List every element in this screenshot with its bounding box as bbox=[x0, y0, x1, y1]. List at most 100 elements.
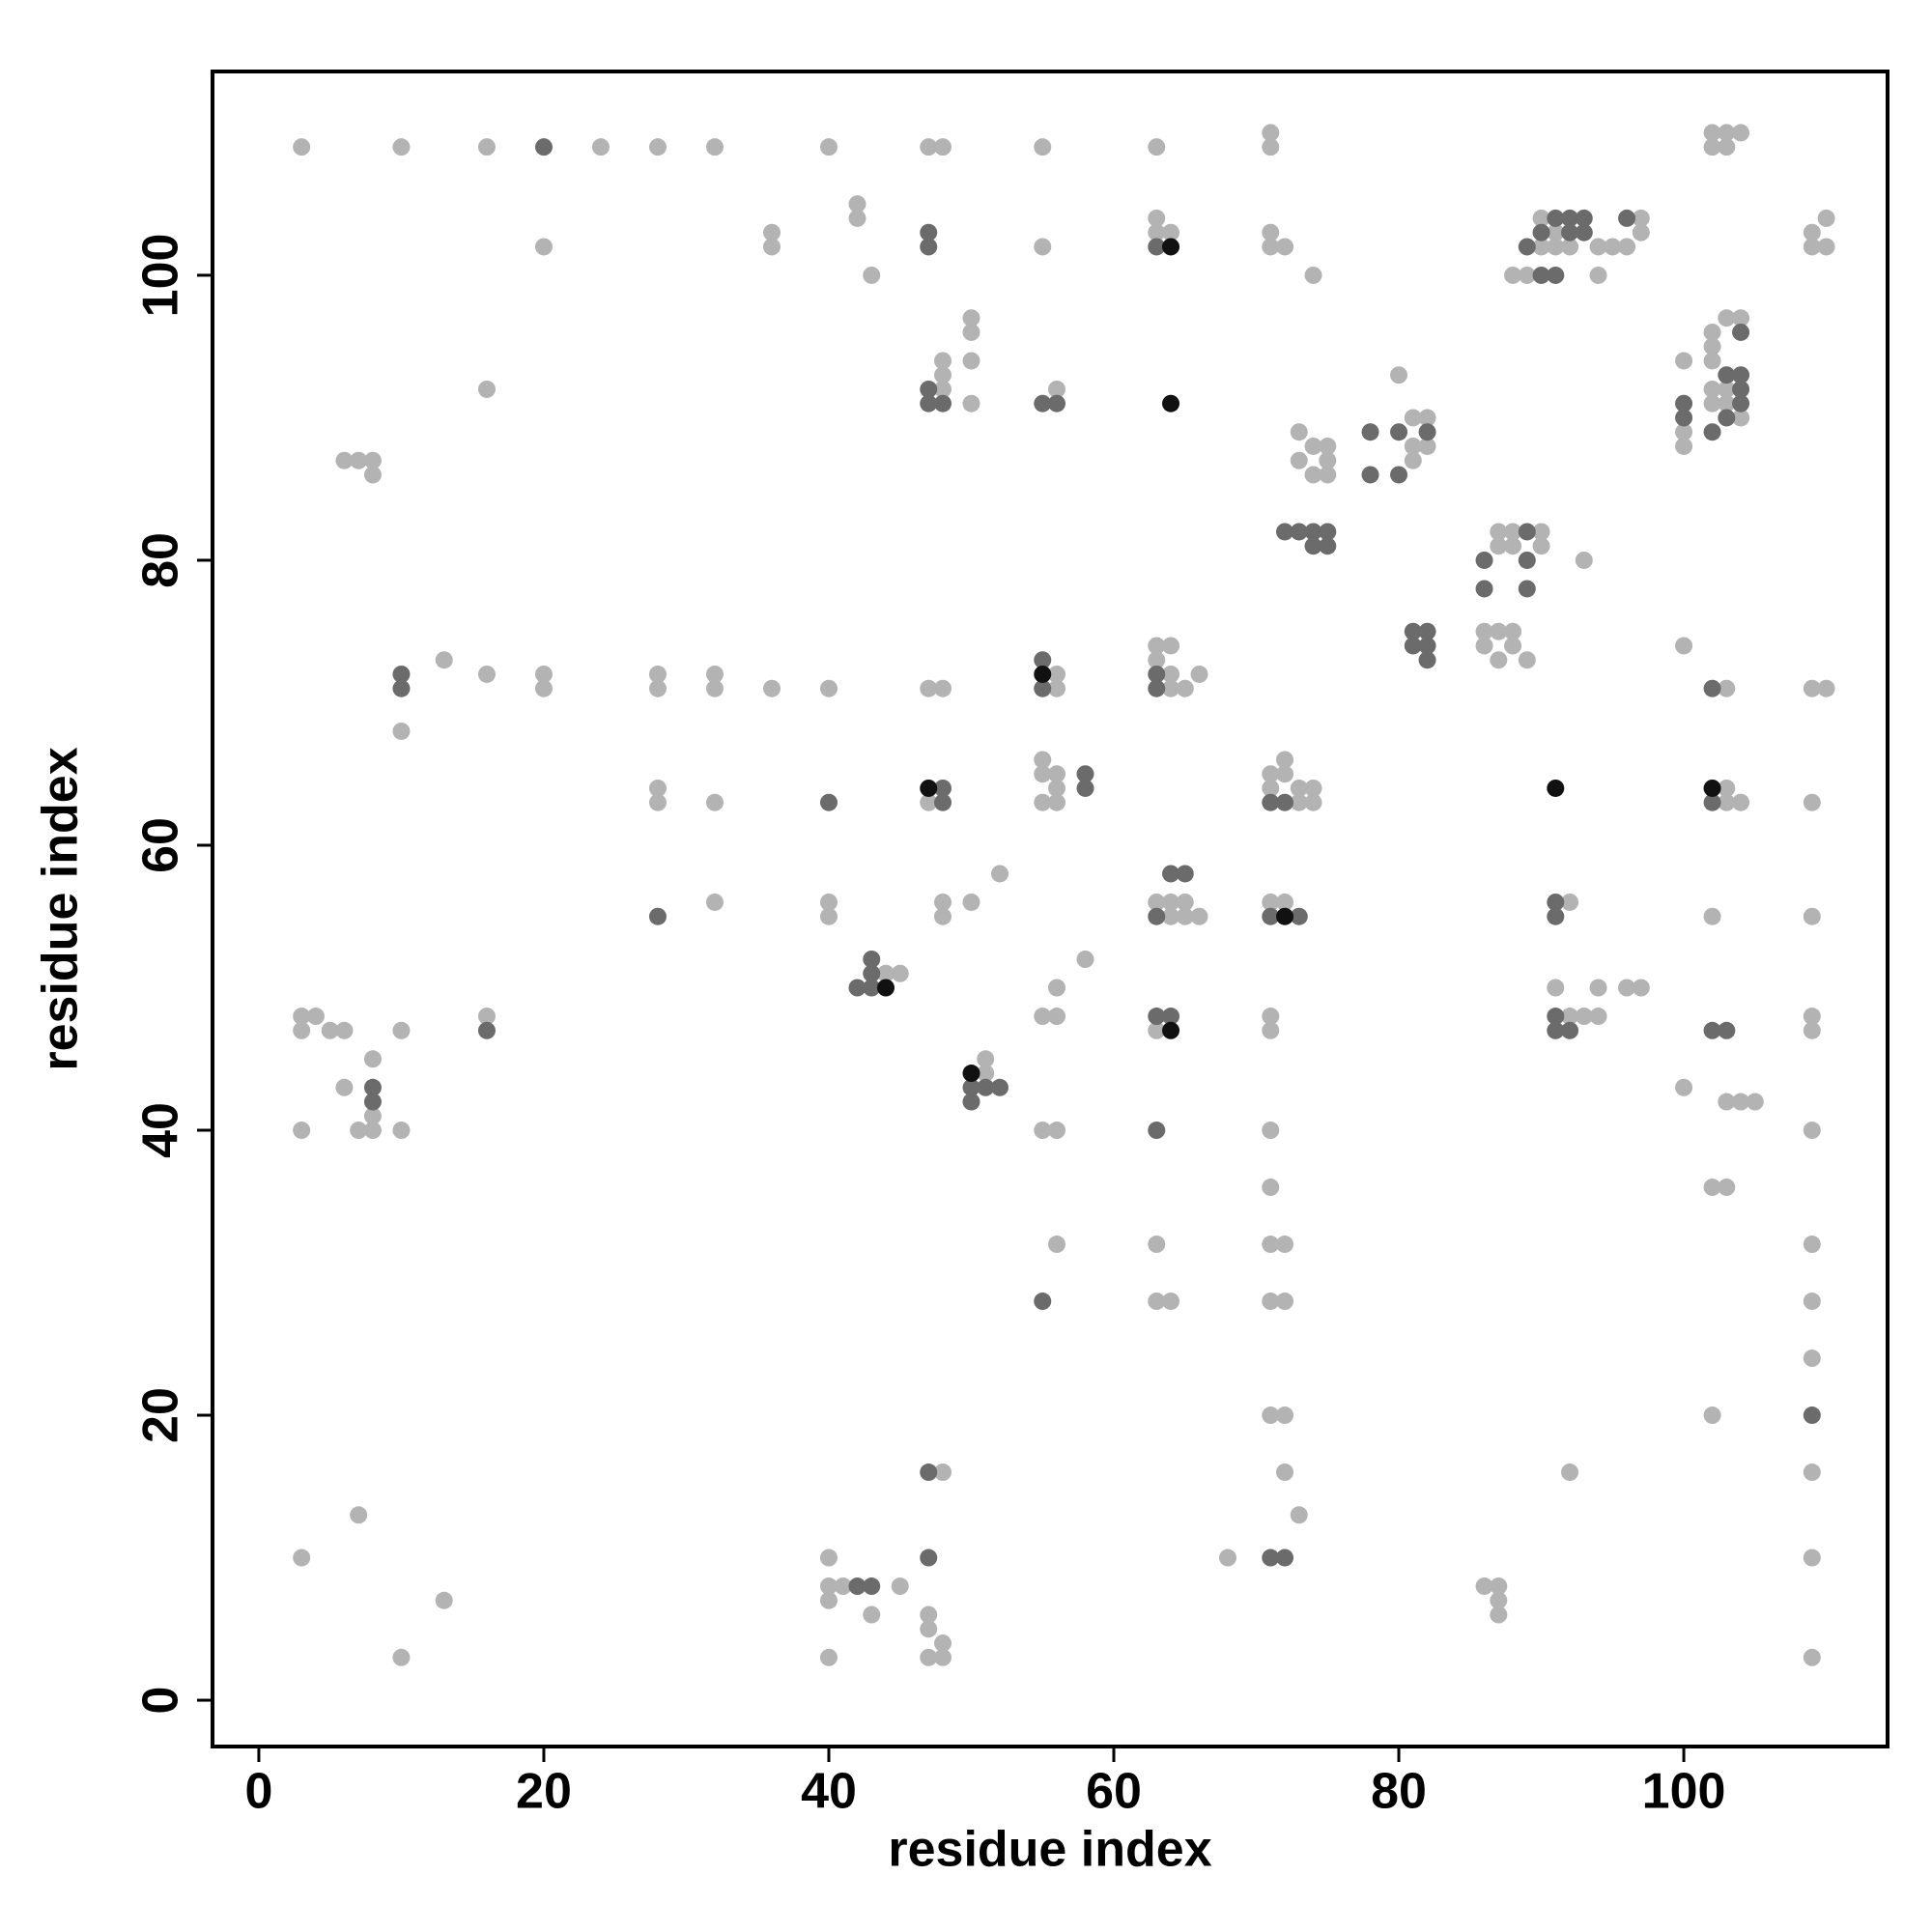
point bbox=[1532, 223, 1550, 242]
point bbox=[1262, 1122, 1280, 1140]
point bbox=[1547, 779, 1565, 797]
point bbox=[293, 1548, 311, 1567]
point bbox=[1475, 1577, 1493, 1596]
point bbox=[920, 1548, 938, 1567]
point bbox=[1176, 907, 1194, 925]
point bbox=[1675, 637, 1693, 655]
point bbox=[1148, 651, 1166, 669]
x-tick-label: 60 bbox=[1086, 1764, 1142, 1820]
point bbox=[1418, 437, 1436, 455]
point bbox=[1803, 238, 1821, 256]
point bbox=[1575, 551, 1593, 569]
point bbox=[1703, 423, 1721, 441]
point bbox=[1718, 1021, 1736, 1039]
point bbox=[762, 223, 781, 242]
point bbox=[1589, 238, 1607, 256]
point bbox=[920, 1620, 938, 1638]
point bbox=[363, 1122, 382, 1140]
point bbox=[1490, 622, 1508, 640]
point bbox=[1404, 451, 1422, 469]
point bbox=[1803, 1008, 1821, 1026]
point bbox=[1490, 1591, 1508, 1609]
point bbox=[1276, 1293, 1294, 1311]
point bbox=[1803, 223, 1821, 242]
point bbox=[1148, 665, 1166, 683]
point bbox=[1418, 423, 1436, 441]
point bbox=[876, 979, 895, 997]
point bbox=[1718, 394, 1736, 412]
point bbox=[1290, 779, 1308, 797]
point bbox=[1718, 309, 1736, 327]
point bbox=[1162, 1008, 1180, 1026]
point bbox=[1290, 793, 1308, 811]
point bbox=[1034, 1293, 1052, 1311]
point bbox=[1547, 1021, 1565, 1039]
point bbox=[1276, 1548, 1294, 1567]
point bbox=[1418, 637, 1436, 655]
point bbox=[848, 1577, 867, 1596]
point bbox=[648, 793, 667, 811]
point bbox=[1803, 1548, 1821, 1567]
point bbox=[1148, 223, 1166, 242]
point bbox=[1276, 893, 1294, 911]
point bbox=[891, 964, 909, 982]
point bbox=[962, 352, 980, 370]
point bbox=[1304, 779, 1322, 797]
point bbox=[1675, 437, 1693, 455]
point bbox=[933, 1463, 952, 1482]
point bbox=[863, 1605, 881, 1624]
point bbox=[1148, 1236, 1166, 1254]
point bbox=[920, 223, 938, 242]
point bbox=[321, 1021, 339, 1039]
y-tick-label: 60 bbox=[133, 817, 189, 873]
point bbox=[1319, 437, 1337, 455]
point bbox=[1718, 366, 1736, 384]
point bbox=[392, 679, 411, 697]
point bbox=[1290, 1506, 1308, 1524]
point bbox=[477, 380, 496, 398]
point bbox=[1803, 1021, 1821, 1039]
point bbox=[1803, 1122, 1821, 1140]
point bbox=[1418, 651, 1436, 669]
point bbox=[435, 651, 453, 669]
point bbox=[1034, 138, 1052, 156]
point bbox=[1803, 1236, 1821, 1254]
point bbox=[1162, 893, 1180, 911]
point bbox=[920, 238, 938, 256]
point bbox=[1148, 893, 1166, 911]
point bbox=[1618, 238, 1636, 256]
point bbox=[1034, 679, 1052, 697]
point bbox=[1746, 1093, 1764, 1111]
point bbox=[819, 1577, 838, 1596]
point bbox=[1162, 637, 1180, 655]
point bbox=[962, 309, 980, 327]
point bbox=[1675, 409, 1693, 427]
point bbox=[1675, 1078, 1693, 1096]
point bbox=[977, 1065, 995, 1083]
point bbox=[1048, 779, 1066, 797]
point bbox=[1048, 1008, 1066, 1026]
point bbox=[920, 793, 938, 811]
point bbox=[876, 964, 895, 982]
point bbox=[1589, 266, 1607, 284]
point bbox=[705, 793, 724, 811]
x-tick-label: 20 bbox=[516, 1764, 572, 1820]
plot-frame bbox=[211, 70, 1889, 1748]
point bbox=[1518, 580, 1536, 598]
point bbox=[1732, 1093, 1750, 1111]
point bbox=[933, 352, 952, 370]
point bbox=[1390, 466, 1408, 484]
point bbox=[1148, 1293, 1166, 1311]
point bbox=[1618, 209, 1636, 227]
point bbox=[920, 394, 938, 412]
point bbox=[1490, 1605, 1508, 1624]
point bbox=[1034, 238, 1052, 256]
point bbox=[1561, 223, 1579, 242]
point bbox=[819, 907, 838, 925]
point bbox=[477, 138, 496, 156]
point bbox=[1703, 779, 1721, 797]
point bbox=[1162, 223, 1180, 242]
point bbox=[1262, 223, 1280, 242]
point bbox=[1290, 907, 1308, 925]
point bbox=[1547, 893, 1565, 911]
